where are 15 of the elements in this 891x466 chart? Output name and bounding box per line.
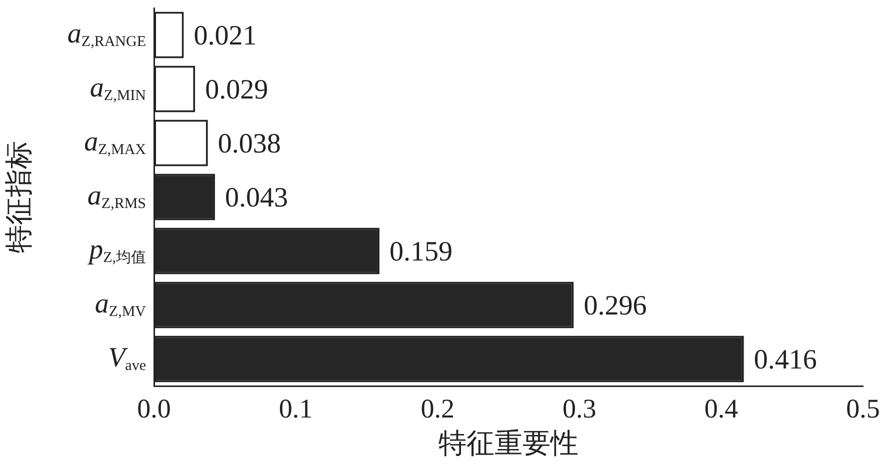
x-tick-label: 0.2 bbox=[420, 393, 454, 424]
x-tick-label: 0.5 bbox=[846, 393, 880, 424]
data-label: 0.416 bbox=[754, 344, 817, 376]
data-label: 0.029 bbox=[205, 74, 268, 106]
x-tick-label: 0.4 bbox=[704, 393, 739, 424]
data-label: 0.043 bbox=[224, 182, 288, 214]
x-axis-title: 特征重要性 bbox=[438, 428, 578, 460]
x-tick-label: 0.0 bbox=[137, 393, 171, 424]
data-label: 0.296 bbox=[584, 290, 647, 322]
data-label: 0.038 bbox=[218, 128, 281, 160]
data-label: 0.159 bbox=[389, 236, 452, 268]
data-label: 0.021 bbox=[194, 20, 257, 52]
y-axis-title: 特征指标 bbox=[4, 141, 36, 253]
x-tick-label: 0.3 bbox=[562, 393, 596, 424]
x-tick-label: 0.1 bbox=[278, 393, 313, 424]
